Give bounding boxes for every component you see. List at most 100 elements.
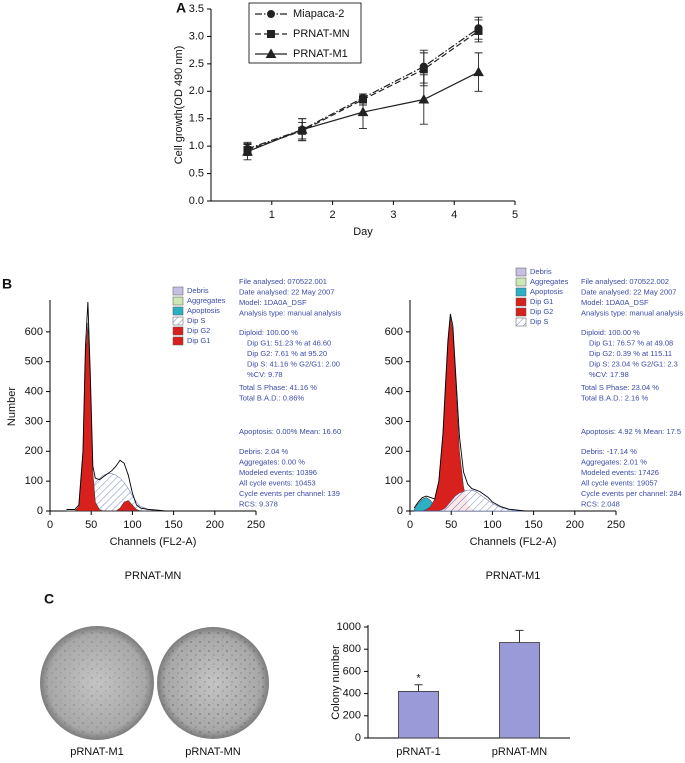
analysis-text: Apoptosis: 4.92 % Mean: 17.5 (581, 427, 681, 436)
significance-mark: * (416, 673, 421, 685)
marker (419, 65, 428, 74)
analysis-text: RCS: 9.378 (239, 499, 278, 508)
y-tick-label: 0 (37, 505, 43, 517)
y-tick-label: 1.0 (189, 140, 204, 152)
legend-label: Dip G1 (530, 297, 553, 306)
x-axis-label: Channels (FL2-A) (110, 536, 197, 548)
y-axis-label: Colony number (330, 645, 342, 720)
analysis-text: All cycle events: 10453 (239, 478, 316, 487)
x-tick-label: 150 (164, 519, 182, 531)
panel-label: C (44, 591, 54, 607)
y-tick-label: 600 (385, 326, 403, 338)
y-tick-label: 100 (25, 475, 43, 487)
x-tick-label: 100 (123, 519, 141, 531)
x-axis-label: Day (353, 226, 373, 238)
analysis-text: Dip G2: 7.61 % at 95.20 (247, 349, 327, 358)
analysis-text: Modeled events: 10396 (239, 468, 317, 477)
analysis-text: Analysis type: manual analysis (581, 308, 683, 317)
analysis-text: Model: 1DA0A_DSF (239, 298, 307, 307)
analysis-text: Total S Phase: 23.04 % (581, 383, 659, 392)
y-tick-label: 300 (385, 415, 403, 427)
x-tick-label: 0 (47, 519, 53, 531)
legend-swatch (172, 306, 184, 316)
y-tick-label: 0 (355, 732, 361, 744)
marker (474, 26, 483, 35)
panel-label: B (2, 276, 12, 292)
x-tick-label: pRNAT-MN (492, 746, 547, 758)
x-tick-label: 4 (451, 209, 457, 221)
image-label: pRNAT-M1 (70, 746, 124, 758)
analysis-text: Cycle events per channel: 284 (581, 489, 682, 498)
legend-swatch (515, 277, 527, 287)
y-tick-label: 600 (25, 326, 43, 338)
analysis-text: Dip G1: 76.57 % at 49.08 (589, 338, 673, 347)
model-area (414, 489, 534, 512)
x-axis-label: Channels (FL2-A) (470, 536, 557, 548)
x-tick-label: 100 (483, 519, 501, 531)
analysis-text: Date analysed: 22 May 2007 (239, 287, 334, 296)
legend-label: Dip G2 (187, 326, 210, 335)
legend-label: Apoptosis (187, 306, 220, 315)
y-tick-label: 500 (25, 356, 43, 368)
y-tick-label: 800 (343, 643, 361, 655)
legend-label: Aggregates (530, 277, 569, 286)
legend-swatch (515, 267, 527, 277)
marker (357, 106, 369, 117)
analysis-text: File analysed: 070522.002 (581, 277, 669, 286)
marker (267, 10, 275, 18)
marker (242, 146, 253, 156)
analysis-text: Analysis type: manual analysis (239, 308, 341, 317)
caption: PRNAT-MN (125, 570, 182, 582)
error-bar (515, 629, 524, 643)
legend-label: Dip S (530, 317, 548, 326)
y-axis-label: Cell growth(OD 490 nm) (173, 46, 185, 165)
y-tick-label: 0 (397, 505, 403, 517)
histogram-outline (66, 301, 174, 512)
bar (398, 690, 439, 739)
y-tick-label: 400 (25, 385, 43, 397)
legend-label: PRNAT-MN (293, 28, 350, 40)
legend-swatch (515, 287, 527, 297)
legend-label: Dip G2 (530, 307, 553, 316)
y-tick-label: 400 (343, 688, 361, 700)
x-tick-label: 50 (445, 519, 457, 531)
analysis-text: Debris: -17.14 % (581, 447, 637, 456)
analysis-text: Dip S: 23.04 % G2/G1: 2.3 (589, 359, 678, 368)
y-tick-label: 400 (385, 385, 403, 397)
x-tick-label: 150 (524, 519, 542, 531)
y-tick-label: 0.0 (189, 195, 204, 207)
x-tick-label: 0 (407, 519, 413, 531)
y-tick-label: 0.5 (189, 167, 204, 179)
analysis-text: Debris: 2.04 % (239, 447, 289, 456)
legend-swatch (172, 336, 184, 346)
y-tick-label: 200 (343, 710, 361, 722)
analysis-text: Total B.A.D.: 0.86% (239, 393, 304, 402)
analysis-text: Total S Phase: 41.16 % (239, 383, 317, 392)
x-tick-label: 250 (607, 519, 625, 531)
x-tick-label: 50 (85, 519, 97, 531)
marker (267, 30, 275, 38)
legend-swatch (515, 307, 527, 317)
y-tick-label: 2.0 (189, 85, 204, 97)
bar (499, 642, 540, 739)
analysis-text: All cycle events: 19057 (581, 478, 658, 487)
y-tick-label: 1000 (337, 621, 361, 633)
legend-label: Aggregates (187, 296, 226, 305)
x-tick-label: pRNAT-1 (396, 746, 440, 758)
legend-box (248, 2, 362, 64)
legend-label: Debris (187, 286, 209, 295)
histogram-outline (413, 313, 534, 512)
analysis-text: Diploid: 100.00 % (581, 328, 640, 337)
y-tick-label: 600 (343, 665, 361, 677)
caption: PRNAT-M1 (486, 570, 541, 582)
analysis-text: Cycle events per channel: 139 (239, 489, 340, 498)
legend-swatch (515, 297, 527, 307)
y-tick-label: 3.0 (189, 30, 204, 42)
legend-swatch (172, 296, 184, 306)
marker (265, 48, 277, 58)
y-tick-label: 3.5 (189, 3, 204, 15)
dish-image (157, 627, 269, 739)
analysis-text: %CV: 17.98 (589, 370, 629, 379)
legend-swatch (172, 326, 184, 336)
